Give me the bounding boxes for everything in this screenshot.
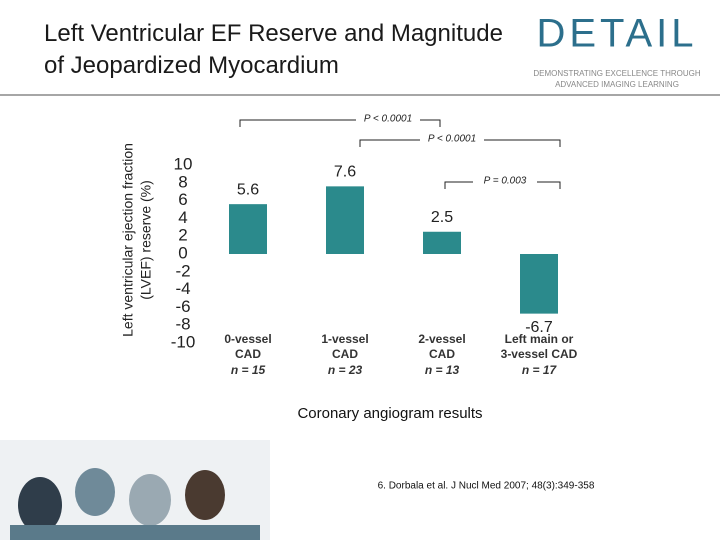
group-size: n = 17 [522, 363, 558, 377]
logo-tagline: ADVANCED IMAGING LEARNING [555, 80, 679, 89]
person [129, 474, 171, 526]
significance-bracket [239, 119, 441, 127]
value-label: 7.6 [334, 164, 356, 181]
y-axis-title-line: Left ventricular ejection fraction [120, 143, 136, 337]
value-label: -6.7 [525, 319, 553, 336]
annotation-bg [473, 174, 537, 188]
x-tick-label: CAD [429, 347, 455, 361]
y-tick-label: -4 [175, 279, 190, 298]
person [18, 477, 62, 533]
logo-tagline: DEMONSTRATING EXCELLENCE THROUGH [533, 69, 701, 78]
annotation-bg [356, 112, 420, 126]
bar [326, 186, 364, 254]
y-tick-label: -10 [171, 332, 196, 351]
group-size: n = 15 [231, 363, 266, 377]
group-size: n = 23 [328, 363, 363, 377]
bar [520, 254, 558, 314]
x-tick-label: 2-vessel [418, 332, 465, 346]
y-tick-label: 0 [178, 243, 187, 262]
person [75, 468, 115, 516]
annotation: P = 0.003 [484, 176, 527, 187]
y-tick-label: 6 [178, 190, 187, 209]
x-tick-label: 3-vessel CAD [501, 347, 578, 361]
slide-title: Left Ventricular EF Reserve and Magnitud… [44, 20, 503, 79]
x-axis-title: Coronary angiogram results [297, 405, 482, 422]
bar [229, 204, 267, 254]
y-tick-label: -2 [175, 261, 190, 280]
y-axis-title: Left ventricular ejection fraction (LVEF… [120, 143, 154, 337]
y-tick-label: 8 [178, 172, 187, 191]
footnote: 6. Dorbala et al. J Nucl Med 2007; 48(3)… [378, 481, 595, 492]
y-tick-label: -8 [175, 315, 190, 334]
y-tick-label: 2 [178, 226, 187, 245]
photo [0, 440, 270, 540]
y-tick-label: -6 [175, 297, 190, 316]
value-label: 2.5 [431, 209, 453, 226]
x-tick-label: CAD [332, 347, 358, 361]
annotation: P < 0.0001 [364, 114, 412, 125]
logo-name: DETAIL [536, 12, 697, 56]
shoulders [10, 525, 260, 540]
group-size: n = 13 [425, 363, 460, 377]
bar [423, 231, 461, 254]
y-tick-label: 4 [178, 208, 187, 227]
y-axis-title-line: (LVEF) reserve (%) [138, 180, 154, 300]
x-tick-label: 1-vessel [321, 332, 368, 346]
annotation-bg [420, 132, 484, 146]
y-tick-label: 10 [174, 154, 193, 173]
x-tick-label: 0-vessel [224, 332, 271, 346]
value-label: 5.6 [237, 181, 259, 198]
x-tick-label: CAD [235, 347, 261, 361]
person [185, 470, 225, 520]
x-tick-label: Left main or [505, 332, 574, 346]
annotation: P < 0.0001 [428, 134, 476, 145]
